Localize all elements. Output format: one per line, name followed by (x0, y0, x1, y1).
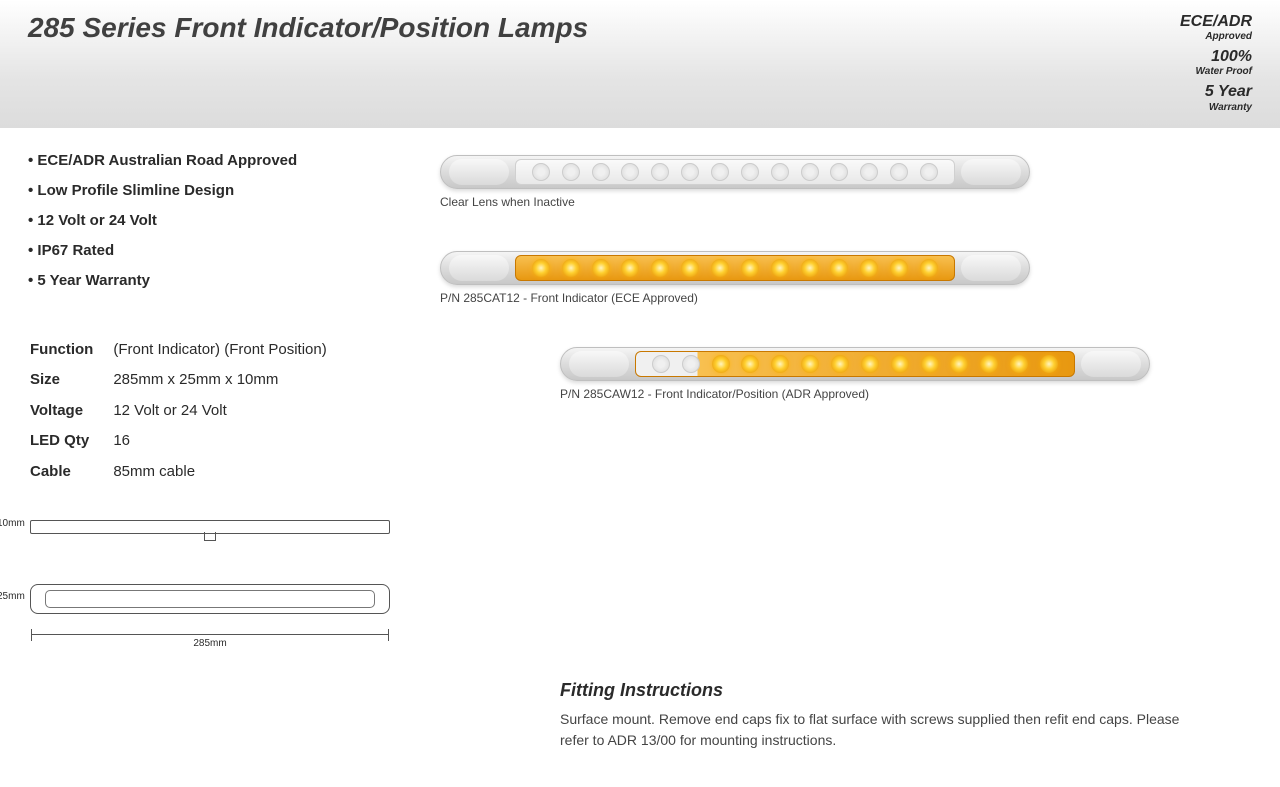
badge-waterproof-sub: Water Proof (1180, 66, 1252, 78)
led-icon (890, 259, 908, 277)
led-icon (920, 259, 938, 277)
led-icon (592, 163, 610, 181)
fitting-heading: Fitting Instructions (560, 680, 1200, 701)
spec-label: Size (30, 366, 111, 395)
badge-waterproof: 100% (1180, 47, 1252, 66)
spec-value: 16 (113, 427, 326, 456)
led-icon (1010, 355, 1028, 373)
led-icon (741, 163, 759, 181)
dim-width: 25mm (0, 591, 25, 602)
fitting-instructions: Fitting Instructions Surface mount. Remo… (560, 680, 1200, 751)
lamp-amber-position: P/N 285CAW12 - Front Indicator/Position … (560, 347, 1150, 401)
end-cap (449, 255, 509, 281)
led-icon (801, 259, 819, 277)
spec-label: LED Qty (30, 427, 111, 456)
dimension-diagrams: 10mm 25mm 285mm (30, 520, 390, 614)
lens-amber-partial (635, 351, 1075, 377)
led-icon (712, 355, 730, 373)
end-cap (1081, 351, 1141, 377)
led-icon (741, 355, 759, 373)
led-icon (890, 163, 908, 181)
led-icon (621, 259, 639, 277)
led-icon (860, 259, 878, 277)
led-icon (771, 355, 789, 373)
led-icon (681, 163, 699, 181)
end-cap (569, 351, 629, 377)
led-icon (741, 259, 759, 277)
lamp-body (440, 251, 1030, 285)
led-icon (681, 259, 699, 277)
spec-value: (Front Indicator) (Front Position) (113, 336, 326, 365)
led-icon (860, 163, 878, 181)
badge-warranty: 5 Year (1180, 82, 1252, 101)
badge-ece: ECE/ADR (1180, 12, 1252, 31)
end-cap (449, 159, 509, 185)
led-icon (980, 355, 998, 373)
led-icon (891, 355, 909, 373)
lamp-body (560, 347, 1150, 381)
led-icon (532, 163, 550, 181)
page-title: 285 Series Front Indicator/Position Lamp… (28, 12, 588, 44)
dimension-line (31, 634, 389, 635)
lamp-clear: Clear Lens when Inactive (440, 155, 1150, 209)
led-icon (621, 163, 639, 181)
led-icon (711, 163, 729, 181)
diagram-front-view: 25mm 285mm (30, 584, 390, 614)
led-icon (682, 355, 700, 373)
led-icon (652, 355, 670, 373)
lamp-body (440, 155, 1030, 189)
spec-label: Voltage (30, 397, 111, 426)
spec-value: 285mm x 25mm x 10mm (113, 366, 326, 395)
end-cap (961, 255, 1021, 281)
led-icon (562, 259, 580, 277)
led-icon (532, 259, 550, 277)
led-icon (771, 163, 789, 181)
lens-amber (515, 255, 955, 281)
spec-value: 12 Volt or 24 Volt (113, 397, 326, 426)
led-icon (830, 163, 848, 181)
dim-height: 10mm (0, 518, 25, 529)
led-icon (830, 259, 848, 277)
led-icon (651, 259, 669, 277)
led-icon (801, 163, 819, 181)
led-icon (771, 259, 789, 277)
lamp-caption: P/N 285CAW12 - Front Indicator/Position … (560, 387, 1150, 401)
lamp-images: Clear Lens when Inactive P/N 285CAT12 - … (440, 155, 1150, 443)
dim-length: 285mm (193, 638, 226, 649)
diagram-side-view: 10mm (30, 520, 390, 534)
led-icon (920, 163, 938, 181)
lamp-amber: P/N 285CAT12 - Front Indicator (ECE Appr… (440, 251, 1150, 305)
lens-clear (515, 159, 955, 185)
led-icon (562, 163, 580, 181)
lamp-caption: Clear Lens when Inactive (440, 195, 1150, 209)
spec-label: Cable (30, 458, 111, 487)
end-cap (961, 159, 1021, 185)
led-icon (592, 259, 610, 277)
spec-label: Function (30, 336, 111, 365)
badge-ece-sub: Approved (1180, 31, 1252, 43)
approval-badges: ECE/ADR Approved 100% Water Proof 5 Year… (1180, 12, 1252, 118)
led-icon (1040, 355, 1058, 373)
led-icon (711, 259, 729, 277)
led-icon (950, 355, 968, 373)
led-icon (831, 355, 849, 373)
badge-warranty-sub: Warranty (1180, 102, 1252, 114)
spec-value: 85mm cable (113, 458, 326, 487)
header: 285 Series Front Indicator/Position Lamp… (0, 0, 1280, 128)
led-icon (801, 355, 819, 373)
led-icon (921, 355, 939, 373)
led-icon (651, 163, 669, 181)
spec-table: Function(Front Indicator) (Front Positio… (28, 334, 329, 489)
fitting-text: Surface mount. Remove end caps fix to fl… (560, 709, 1200, 751)
lamp-caption: P/N 285CAT12 - Front Indicator (ECE Appr… (440, 291, 1150, 305)
led-icon (861, 355, 879, 373)
